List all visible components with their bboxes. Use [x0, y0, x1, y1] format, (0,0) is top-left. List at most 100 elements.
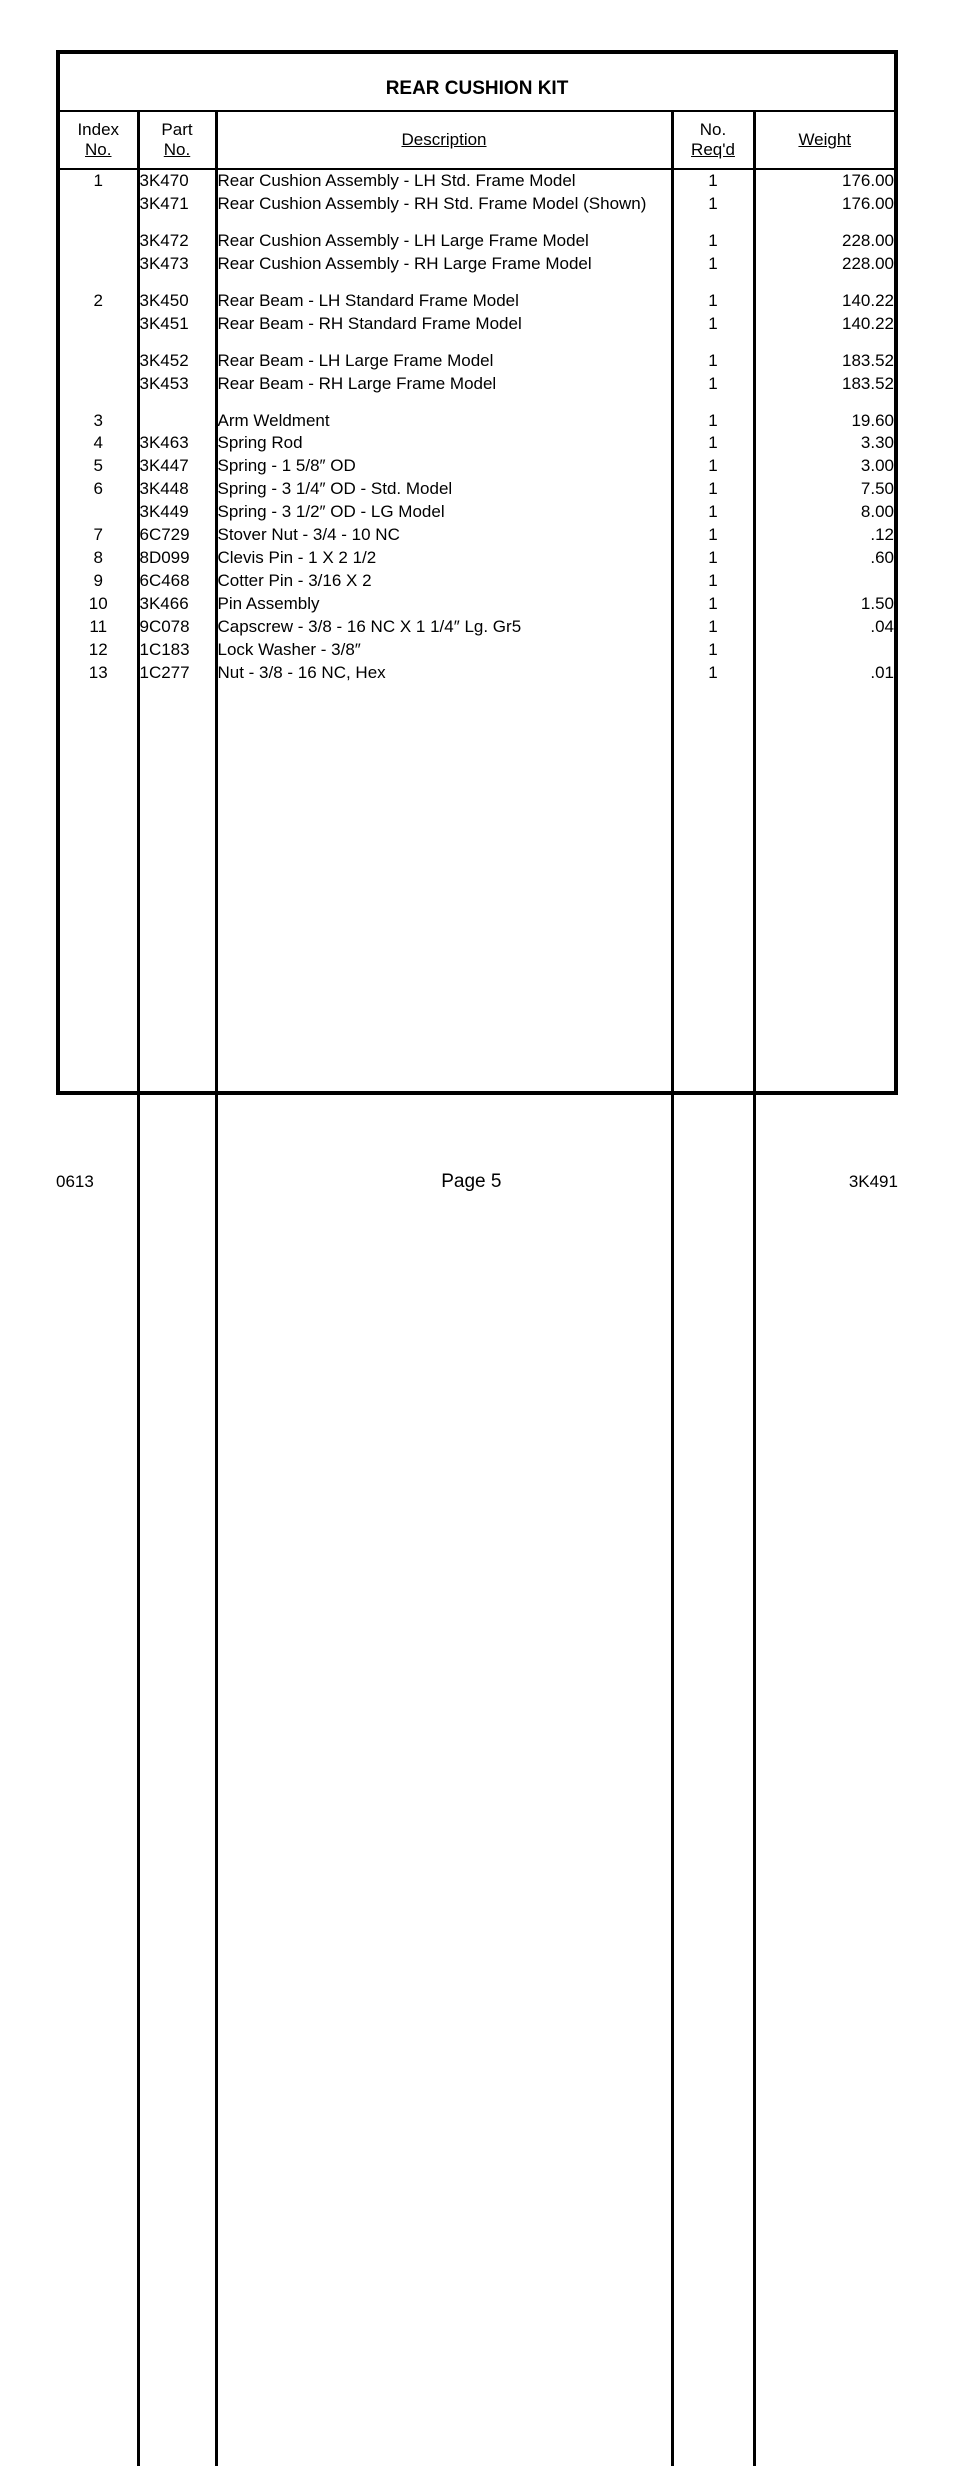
- cell-reqd: 1: [672, 547, 754, 570]
- header-index-bottom: No.: [85, 140, 111, 160]
- table-row: 76C729Stover Nut - 3/4 - 10 NC1.12: [60, 524, 894, 547]
- cell-index: [60, 230, 138, 253]
- cell-part-no: 9C078: [138, 616, 216, 639]
- cell-index: [60, 373, 138, 410]
- cell-description: Rear Cushion Assembly - LH Std. Frame Mo…: [216, 169, 672, 193]
- cell-weight: 228.00: [754, 230, 894, 253]
- table-row: 3K453Rear Beam - RH Large Frame Model118…: [60, 373, 894, 410]
- table-row: 3K471Rear Cushion Assembly - RH Std. Fra…: [60, 193, 894, 230]
- cell-description: Pin Assembly: [216, 593, 672, 616]
- header-reqd: No. Req'd: [672, 111, 754, 169]
- footer-center: Page 5: [441, 1171, 501, 1193]
- table-row: 131C277Nut - 3/8 - 16 NC, Hex1.01: [60, 662, 894, 685]
- cell-index: 2: [60, 290, 138, 313]
- table-row: 3K452Rear Beam - LH Large Frame Model118…: [60, 350, 894, 373]
- table-row: 63K448Spring - 3 1/4″ OD - Std. Model17.…: [60, 478, 894, 501]
- cell-reqd: 1: [672, 432, 754, 455]
- cell-index: 5: [60, 455, 138, 478]
- cell-index: [60, 501, 138, 524]
- cell-reqd: 1: [672, 639, 754, 662]
- cell-description: Spring - 3 1/4″ OD - Std. Model: [216, 478, 672, 501]
- cell-description: Cotter Pin - 3/16 X 2: [216, 570, 672, 593]
- page-footer: 0613 Page 5 3K491: [56, 1171, 898, 1193]
- cell-part-no: 1C277: [138, 662, 216, 685]
- filler-cell: [60, 685, 138, 2466]
- cell-weight: .60: [754, 547, 894, 570]
- cell-weight: 228.00: [754, 253, 894, 290]
- cell-weight: .04: [754, 616, 894, 639]
- cell-reqd: 1: [672, 593, 754, 616]
- cell-index: [60, 313, 138, 350]
- cell-weight: 1.50: [754, 593, 894, 616]
- filler-cell: [216, 685, 672, 2466]
- cell-weight: 176.00: [754, 193, 894, 230]
- cell-weight: [754, 570, 894, 593]
- cell-index: 12: [60, 639, 138, 662]
- cell-index: 4: [60, 432, 138, 455]
- cell-part-no: 3K449: [138, 501, 216, 524]
- cell-weight: 8.00: [754, 501, 894, 524]
- table-row: 119C078Capscrew - 3/8 - 16 NC X 1 1/4″ L…: [60, 616, 894, 639]
- cell-reqd: 1: [672, 169, 754, 193]
- header-weight: Weight: [754, 111, 894, 169]
- parts-table: Index No. Part No. Description: [60, 110, 894, 2466]
- header-index: Index No.: [60, 111, 138, 169]
- cell-weight: 176.00: [754, 169, 894, 193]
- cell-part-no: 3K473: [138, 253, 216, 290]
- cell-reqd: 1: [672, 478, 754, 501]
- cell-index: 6: [60, 478, 138, 501]
- cell-description: Rear Beam - RH Large Frame Model: [216, 373, 672, 410]
- footer-right: 3K491: [849, 1172, 898, 1192]
- cell-part-no: 3K463: [138, 432, 216, 455]
- cell-description: Nut - 3/8 - 16 NC, Hex: [216, 662, 672, 685]
- header-part-bottom: No.: [164, 140, 190, 160]
- cell-index: 3: [60, 410, 138, 433]
- cell-index: [60, 253, 138, 290]
- header-index-top: Index: [77, 120, 119, 140]
- table-row: 3K451Rear Beam - RH Standard Frame Model…: [60, 313, 894, 350]
- parts-table-container: REAR CUSHION KIT Index No.: [56, 50, 898, 1095]
- cell-index: 13: [60, 662, 138, 685]
- header-reqd-top: No.: [700, 120, 726, 140]
- cell-description: Rear Cushion Assembly - LH Large Frame M…: [216, 230, 672, 253]
- header-description-label: Description: [401, 130, 486, 150]
- cell-weight: 19.60: [754, 410, 894, 433]
- cell-index: 7: [60, 524, 138, 547]
- cell-part-no: 3K451: [138, 313, 216, 350]
- filler-cell: [138, 685, 216, 2466]
- table-header-row: Index No. Part No. Description: [60, 111, 894, 169]
- cell-description: Rear Beam - LH Standard Frame Model: [216, 290, 672, 313]
- cell-weight: .01: [754, 662, 894, 685]
- cell-description: Clevis Pin - 1 X 2 1/2: [216, 547, 672, 570]
- cell-reqd: 1: [672, 501, 754, 524]
- cell-reqd: 1: [672, 616, 754, 639]
- cell-weight: 3.30: [754, 432, 894, 455]
- filler-cell: [754, 685, 894, 2466]
- cell-reqd: 1: [672, 662, 754, 685]
- cell-reqd: 1: [672, 313, 754, 350]
- table-title: REAR CUSHION KIT: [60, 54, 894, 110]
- cell-part-no: 6C468: [138, 570, 216, 593]
- cell-weight: 140.22: [754, 290, 894, 313]
- table-row: 3K449Spring - 3 1/2″ OD - LG Model18.00: [60, 501, 894, 524]
- cell-description: Spring - 1 5/8″ OD: [216, 455, 672, 478]
- cell-index: [60, 193, 138, 230]
- cell-reqd: 1: [672, 253, 754, 290]
- cell-reqd: 1: [672, 524, 754, 547]
- cell-reqd: 1: [672, 455, 754, 478]
- cell-reqd: 1: [672, 230, 754, 253]
- header-part: Part No.: [138, 111, 216, 169]
- cell-reqd: 1: [672, 290, 754, 313]
- table-row: 53K447Spring - 1 5/8″ OD13.00: [60, 455, 894, 478]
- cell-weight: .12: [754, 524, 894, 547]
- table-row: 3K473Rear Cushion Assembly - RH Large Fr…: [60, 253, 894, 290]
- cell-weight: 7.50: [754, 478, 894, 501]
- cell-reqd: 1: [672, 350, 754, 373]
- cell-part-no: 3K450: [138, 290, 216, 313]
- table-row: 96C468Cotter Pin - 3/16 X 21: [60, 570, 894, 593]
- cell-index: [60, 350, 138, 373]
- table-row: 23K450Rear Beam - LH Standard Frame Mode…: [60, 290, 894, 313]
- cell-index: 10: [60, 593, 138, 616]
- cell-description: Rear Beam - RH Standard Frame Model: [216, 313, 672, 350]
- cell-weight: [754, 639, 894, 662]
